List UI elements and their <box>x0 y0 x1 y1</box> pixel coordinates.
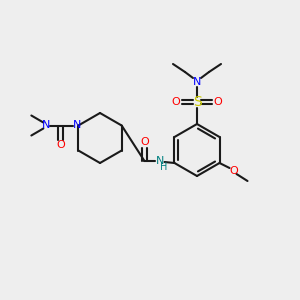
Text: S: S <box>193 95 201 109</box>
Text: N: N <box>73 121 82 130</box>
Text: O: O <box>229 166 238 176</box>
Text: O: O <box>214 97 222 107</box>
Text: N: N <box>193 77 201 87</box>
Text: O: O <box>140 137 149 147</box>
Text: O: O <box>56 140 65 151</box>
Text: H: H <box>160 162 167 172</box>
Text: N: N <box>156 156 165 166</box>
Text: O: O <box>172 97 180 107</box>
Text: N: N <box>42 121 50 130</box>
